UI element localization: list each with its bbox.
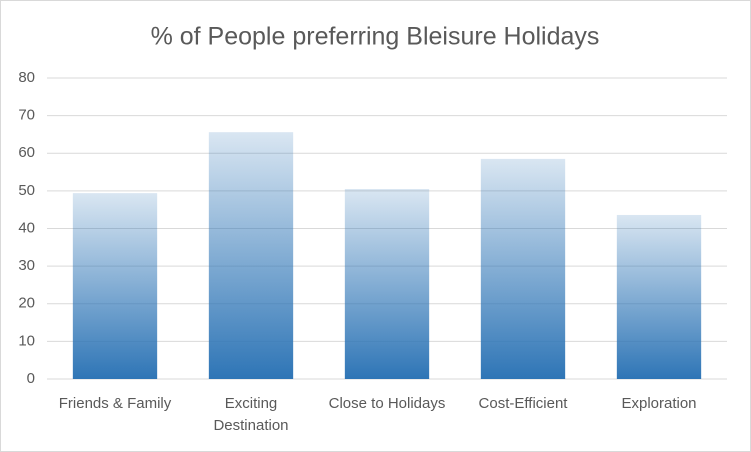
chart-title: % of People preferring Bleisure Holidays — [151, 23, 600, 51]
bar — [480, 158, 566, 379]
x-tick-label: Close to Holidays — [328, 395, 446, 412]
y-tick-label: 0 — [27, 370, 35, 387]
x-tick-label: Exciting Destination — [213, 395, 289, 434]
bar — [208, 132, 294, 379]
x-tick-label: Cost-Efficient — [478, 395, 568, 412]
y-tick-label: 20 — [18, 295, 35, 312]
bar — [344, 188, 430, 379]
y-tick-label: 50 — [18, 182, 35, 199]
bar — [616, 214, 702, 379]
bar — [72, 193, 158, 379]
y-tick-label: 60 — [18, 144, 35, 161]
y-tick-label: 30 — [18, 257, 35, 274]
y-tick-label: 70 — [18, 107, 35, 124]
x-tick-label: Friends & Family — [58, 395, 172, 412]
y-tick-label: 80 — [18, 69, 35, 86]
x-tick-label: Exploration — [621, 395, 697, 412]
y-tick-label: 40 — [18, 219, 35, 236]
y-tick-label: 10 — [18, 332, 35, 349]
